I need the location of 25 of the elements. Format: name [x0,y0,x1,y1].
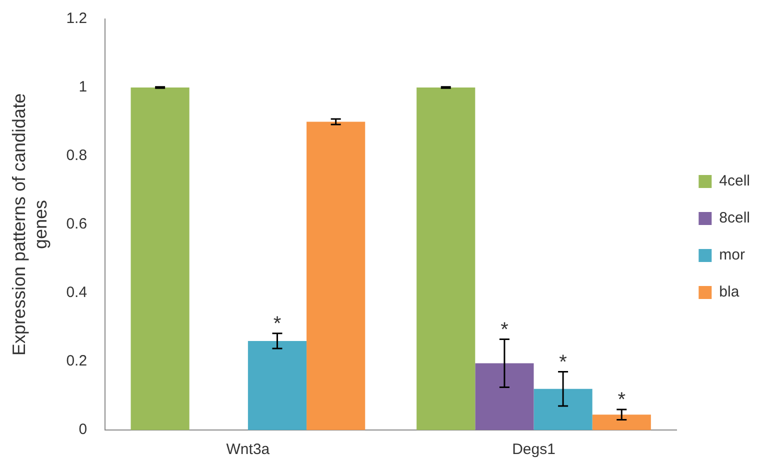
x-tick-label: Degs1 [512,441,556,458]
bar [534,388,592,430]
data-label: * [618,388,626,411]
bar [592,414,651,430]
y-tick-label: 0.6 [66,216,88,233]
y-tick-label: 0.4 [66,284,88,302]
y-tick-label: 1 [78,78,88,96]
legend-label: 8cell [719,210,750,227]
y-axis-title: Expression patterns of candidate genes [8,93,50,356]
bar [130,88,190,430]
legend-label: 4cell [719,172,750,190]
legend-label: mor [719,246,745,264]
y-tick-label: 0.2 [66,352,88,370]
legend-label: bla [719,284,740,301]
bar [306,122,366,430]
x-tick-label: Wnt3a [226,441,270,458]
y-tick-label: 0.8 [66,147,88,164]
y-tick-label: 1.2 [66,10,88,28]
data-label: * [500,318,509,341]
bar [248,340,307,430]
bar [416,88,476,430]
y-tick-label: 0 [78,421,88,438]
bar [475,363,534,430]
data-label: * [559,351,568,374]
data-label: * [273,312,282,335]
